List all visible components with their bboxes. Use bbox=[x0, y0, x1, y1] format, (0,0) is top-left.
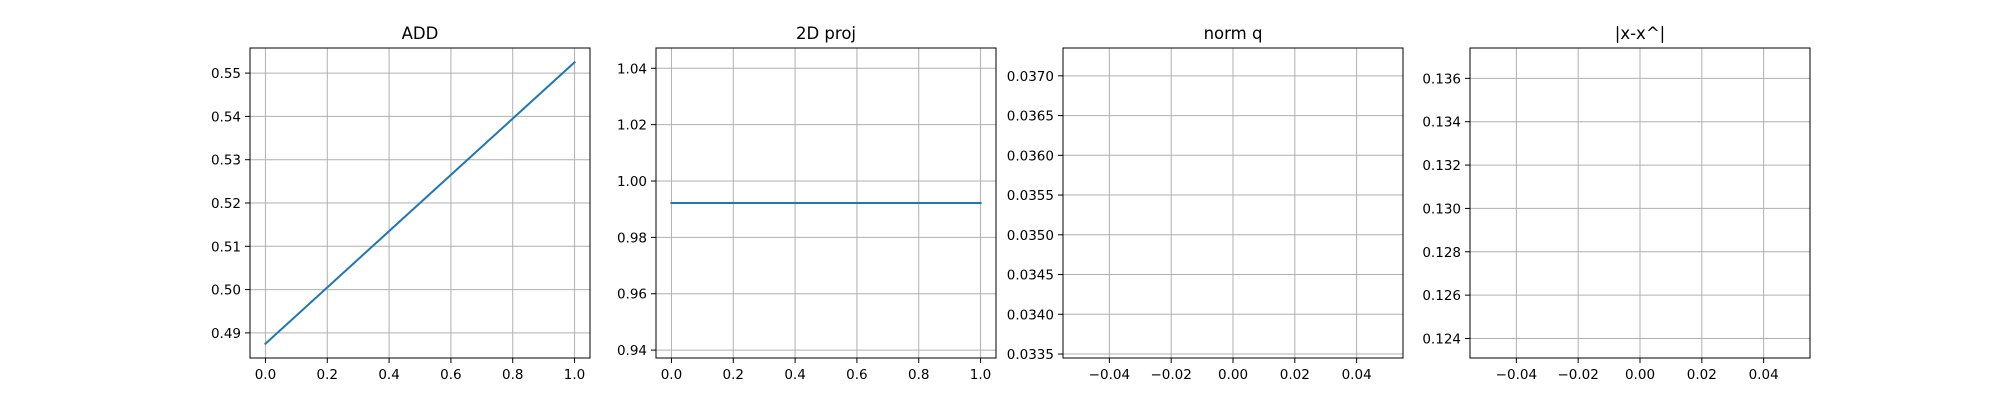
y-tick-label: 0.132 bbox=[1422, 158, 1461, 174]
x-tick-label: 0.04 bbox=[1342, 367, 1372, 383]
y-tick-label: 1.04 bbox=[617, 61, 647, 77]
x-tick-label: 0.00 bbox=[1218, 367, 1248, 383]
x-tick-label: 0.8 bbox=[908, 367, 929, 383]
y-tick-label: 0.134 bbox=[1422, 115, 1461, 131]
y-tick-label: 0.126 bbox=[1422, 288, 1461, 304]
y-tick-label: 0.96 bbox=[617, 287, 647, 303]
y-tick-label: 0.0345 bbox=[1007, 268, 1054, 284]
x-tick-label: −0.04 bbox=[1496, 367, 1537, 383]
axes-frame bbox=[1062, 47, 1404, 359]
x-tick-label: 0.2 bbox=[317, 367, 338, 383]
chart-panel-3: −0.04 −0.02 0.00 0.02 0.04 0.0335 0.0340 0.0345… bbox=[1007, 24, 1404, 383]
y-tick-label: 0.52 bbox=[211, 196, 241, 212]
y-tick-label: 0.98 bbox=[617, 230, 647, 246]
y-tick-label: 0.130 bbox=[1422, 201, 1461, 217]
axes-frame bbox=[249, 47, 591, 359]
y-tick-label: 0.51 bbox=[211, 239, 241, 255]
y-tick-label: 0.0365 bbox=[1007, 109, 1054, 125]
chart-title: 2D proj bbox=[796, 24, 856, 43]
y-tick-label: 0.0350 bbox=[1007, 228, 1054, 244]
y-tick-label: 1.00 bbox=[617, 174, 647, 190]
x-tick-label: 0.4 bbox=[378, 367, 399, 383]
y-tick-label: 0.124 bbox=[1422, 331, 1461, 347]
chart-panel-4: −0.04 −0.02 0.00 0.02 0.04 0.124 0.126 0.128 0.1… bbox=[1422, 24, 1811, 383]
chart-panel-1: 0.0 0.2 0.4 0.6 0.8 1.0 0.49 0.50 0.51 0.52 0.53 0.… bbox=[211, 24, 591, 383]
x-tick-label: 0.6 bbox=[846, 367, 867, 383]
y-tick-label: 0.0370 bbox=[1007, 69, 1054, 85]
y-tick-label: 0.0335 bbox=[1007, 347, 1054, 363]
y-tick-label: 0.53 bbox=[211, 153, 241, 169]
y-tick-label: 0.0340 bbox=[1007, 307, 1054, 323]
x-tick-label: 0.0 bbox=[255, 367, 276, 383]
axes-frame bbox=[655, 47, 997, 359]
x-tick-label: 0.2 bbox=[723, 367, 744, 383]
x-tick-label: 0.4 bbox=[784, 367, 805, 383]
x-tick-label: 0.00 bbox=[1625, 367, 1655, 383]
x-tick-label: 0.02 bbox=[1280, 367, 1310, 383]
y-tick-label: 1.02 bbox=[617, 118, 647, 134]
x-tick-label: 0.02 bbox=[1687, 367, 1717, 383]
y-tick-label: 0.49 bbox=[211, 326, 241, 342]
x-tick-label: 0.8 bbox=[502, 367, 523, 383]
chart-title: |x-x^| bbox=[1615, 24, 1665, 43]
x-tick-label: 0.6 bbox=[440, 367, 461, 383]
y-tick-label: 0.0360 bbox=[1007, 148, 1054, 164]
chart-panel-2: 0.0 0.2 0.4 0.6 0.8 1.0 0.94 0.96 0.98 1.00 1.02 1.… bbox=[617, 24, 997, 383]
y-tick-label: 0.54 bbox=[211, 109, 241, 125]
chart-title: ADD bbox=[402, 24, 439, 43]
x-tick-label: 1.0 bbox=[970, 367, 991, 383]
y-tick-label: 0.128 bbox=[1422, 245, 1461, 261]
y-tick-label: 0.136 bbox=[1422, 71, 1461, 87]
x-tick-label: −0.04 bbox=[1089, 367, 1130, 383]
y-tick-label: 0.50 bbox=[211, 283, 241, 299]
y-tick-label: 0.55 bbox=[211, 66, 241, 82]
x-tick-label: −0.02 bbox=[1150, 367, 1191, 383]
x-tick-label: 0.0 bbox=[661, 367, 682, 383]
x-tick-label: −0.02 bbox=[1557, 367, 1598, 383]
y-tick-label: 0.0355 bbox=[1007, 188, 1054, 204]
axes-frame bbox=[1469, 47, 1811, 359]
series-line-1 bbox=[264, 60, 576, 346]
x-tick-label: 1.0 bbox=[564, 367, 585, 383]
y-tick-label: 0.94 bbox=[617, 343, 647, 359]
x-tick-label: 0.04 bbox=[1749, 367, 1779, 383]
chart-title: norm q bbox=[1204, 24, 1263, 43]
